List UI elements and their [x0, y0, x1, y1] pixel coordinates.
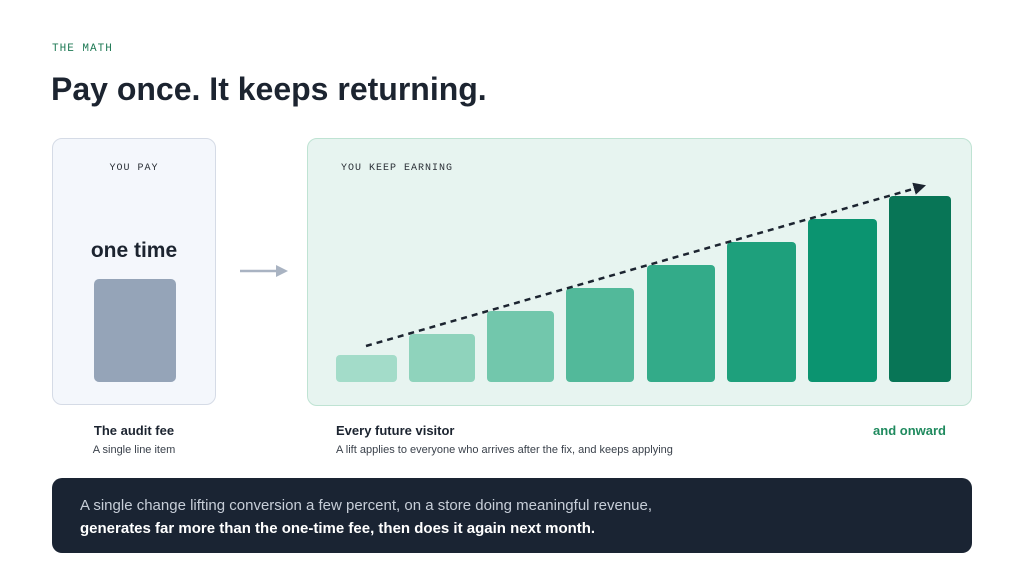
banner-emphasis: generates far more than the one-time fee…: [80, 520, 596, 537]
title: Pay once. It keeps returning.: [51, 71, 487, 107]
card-label: YOU KEEP EARNING: [341, 163, 454, 174]
card-headline: one time: [90, 239, 178, 262]
caption-title: Every future visitor: [336, 423, 455, 438]
caption-title: The audit fee: [93, 423, 175, 438]
card-label: YOU PAY: [109, 163, 159, 174]
banner: [52, 478, 972, 553]
eyebrow: THE MATH: [52, 43, 113, 55]
growth-bars: [336, 196, 951, 382]
caption-right: and onward: [873, 423, 946, 438]
trend-arrow: [365, 182, 927, 348]
fee-block: [94, 279, 176, 382]
banner-text: A single change lifting conversion a few…: [80, 497, 653, 514]
flow-arrow: [240, 265, 288, 277]
caption-text: A single line item: [92, 444, 176, 456]
caption-text: A lift applies to everyone who arrives a…: [336, 444, 673, 456]
